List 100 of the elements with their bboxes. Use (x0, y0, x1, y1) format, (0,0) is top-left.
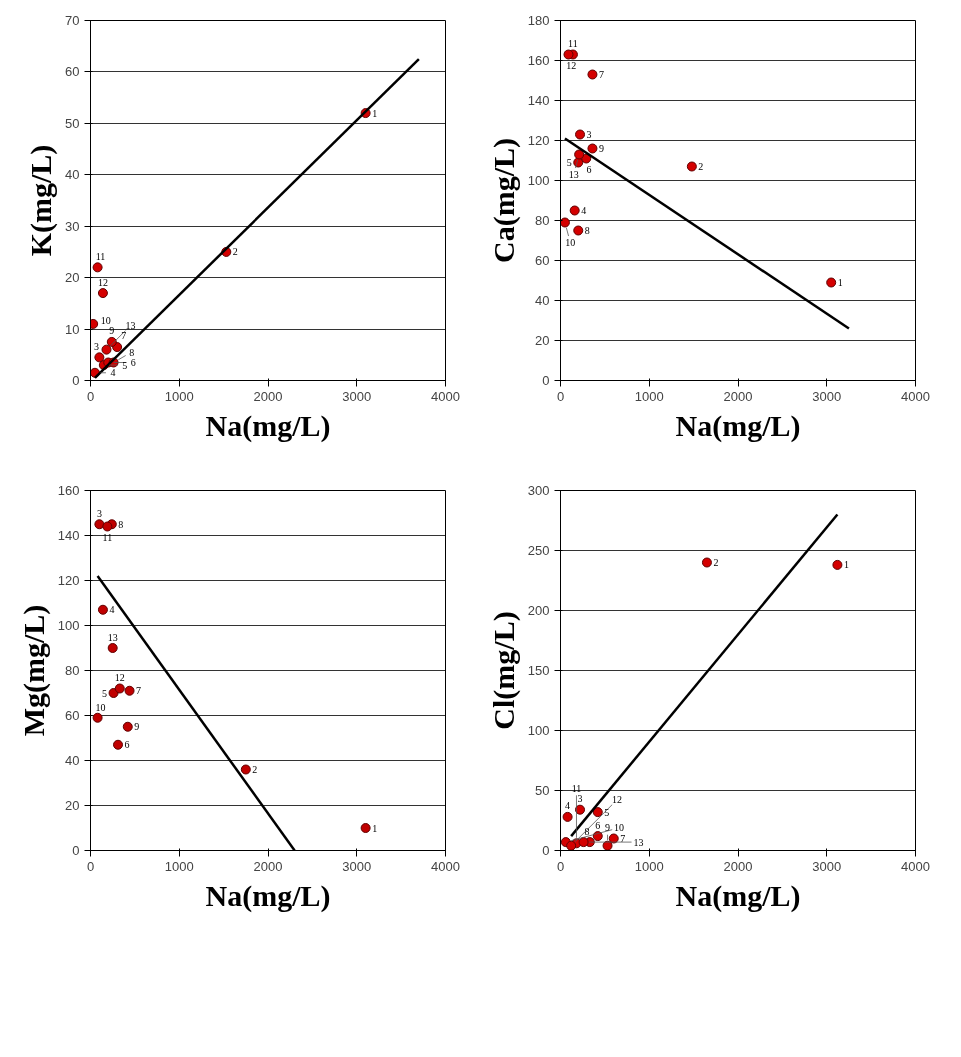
annotation: 9 (605, 822, 611, 834)
y-tick-label: 40 (65, 167, 80, 183)
x-axis-title: Na(mg/L) (205, 878, 331, 913)
x-tick-label: 0 (86, 388, 95, 404)
annotation: 1 (843, 559, 849, 571)
y-tick-label: 70 (65, 13, 80, 28)
y-tick-label: 80 (535, 213, 550, 228)
x-tick-label: 3000 (812, 858, 842, 874)
annotation: 7 (620, 833, 626, 844)
annotation: 2 (252, 764, 258, 775)
x-tick-label: 2000 (723, 858, 753, 874)
y-tick-label: 160 (527, 53, 550, 68)
annotation: 8 (584, 825, 590, 837)
annotation: 7 (598, 69, 604, 80)
y-tick-label: 20 (65, 270, 80, 286)
annotation: 4 (109, 604, 115, 616)
y-tick-label: 60 (535, 253, 550, 268)
y-axis-title: Mg(mg/L) (16, 604, 51, 737)
annotation: 2 (713, 557, 719, 568)
annotation: 5 (566, 157, 572, 168)
annotation: 4 (581, 205, 587, 216)
annotation: 10 (100, 315, 111, 327)
annotation: 3 (94, 341, 100, 353)
annotation: 2 (698, 161, 704, 172)
annotation: 13 (568, 169, 579, 181)
y-tick-label: 140 (57, 528, 80, 543)
annotation: 3 (586, 129, 592, 140)
annotation: 5 (604, 806, 610, 818)
annotation: 10 (565, 237, 576, 249)
y-tick-label: 100 (57, 618, 80, 633)
x-tick-label: 3000 (812, 388, 842, 404)
annotation: 7 (136, 685, 142, 697)
x-tick-label: 1000 (164, 858, 194, 874)
annotation: 8 (584, 225, 590, 236)
annotation: 13 (633, 836, 644, 848)
y-tick-label: 100 (527, 723, 550, 738)
y-tick-label: 60 (65, 708, 80, 723)
x-tick-label: 1000 (634, 388, 664, 404)
x-axis-title: Na(mg/L) (675, 408, 801, 443)
annotation: 11 (95, 251, 106, 263)
annotation: 9 (598, 143, 604, 154)
y-tick-label: 60 (65, 64, 80, 80)
y-tick-label: 10 (65, 321, 80, 337)
y-tick-label: 0 (542, 373, 550, 388)
y-tick-label: 140 (527, 93, 550, 108)
x-tick-label: 2000 (253, 388, 283, 404)
x-tick-label: 0 (556, 858, 565, 874)
y-tick-label: 160 (57, 483, 80, 498)
annotation: 4 (110, 367, 116, 379)
y-tick-label: 120 (57, 573, 80, 588)
y-tick-label: 80 (65, 663, 80, 678)
annotation: 2 (232, 246, 238, 258)
x-tick-label: 1000 (164, 388, 194, 404)
annotation: 8 (129, 346, 135, 358)
annotation: 8 (118, 518, 124, 530)
x-tick-label: 4000 (901, 858, 930, 874)
annotation: 5 (102, 687, 108, 699)
y-tick-label: 300 (527, 483, 550, 498)
annotation: 3 (96, 507, 102, 519)
annotation: 13 (107, 631, 118, 643)
y-tick-label: 30 (65, 218, 80, 234)
y-axis-title: K(mg/L) (24, 144, 59, 257)
annotation: 13 (125, 320, 136, 332)
y-tick-label: 0 (72, 373, 80, 388)
y-tick-label: 180 (527, 13, 550, 28)
annotation: 11 (568, 38, 578, 49)
x-tick-label: 3000 (342, 858, 372, 874)
y-tick-label: 40 (535, 293, 550, 308)
y-tick-label: 120 (527, 133, 550, 148)
annotation: 6 (130, 357, 136, 368)
annotation: 5 (122, 359, 128, 371)
annotation: 1 (372, 822, 378, 834)
x-axis-title: Na(mg/L) (675, 878, 801, 913)
annotation: 6 (595, 819, 601, 831)
annotation: 6 (124, 739, 130, 751)
annotation: 3 (577, 793, 583, 805)
x-tick-label: 3000 (342, 388, 372, 404)
y-tick-label: 0 (542, 843, 550, 858)
y-axis-title: Ca(mg/L) (486, 138, 521, 263)
x-tick-label: 4000 (431, 388, 460, 404)
y-tick-label: 20 (65, 798, 80, 813)
annotation: 10 (613, 822, 624, 834)
y-tick-label: 50 (535, 783, 550, 798)
y-tick-label: 20 (535, 333, 550, 348)
annotation: 12 (114, 672, 125, 683)
annotation: 9 (109, 325, 115, 337)
y-tick-label: 250 (527, 543, 550, 558)
x-axis-title: Na(mg/L) (205, 408, 331, 443)
annotation: 12 (566, 59, 577, 71)
annotation: 12 (97, 276, 108, 288)
annotation: 9 (134, 721, 140, 733)
y-axis-title: Cl(mg/L) (486, 611, 521, 730)
annotation: 4 (565, 800, 571, 812)
y-tick-label: 0 (72, 843, 80, 858)
annotation: 12 (612, 794, 623, 806)
y-tick-label: 200 (527, 603, 550, 618)
y-tick-label: 100 (527, 173, 550, 188)
x-tick-label: 2000 (723, 388, 753, 404)
x-tick-label: 4000 (901, 388, 930, 404)
annotation: 1 (372, 107, 378, 119)
